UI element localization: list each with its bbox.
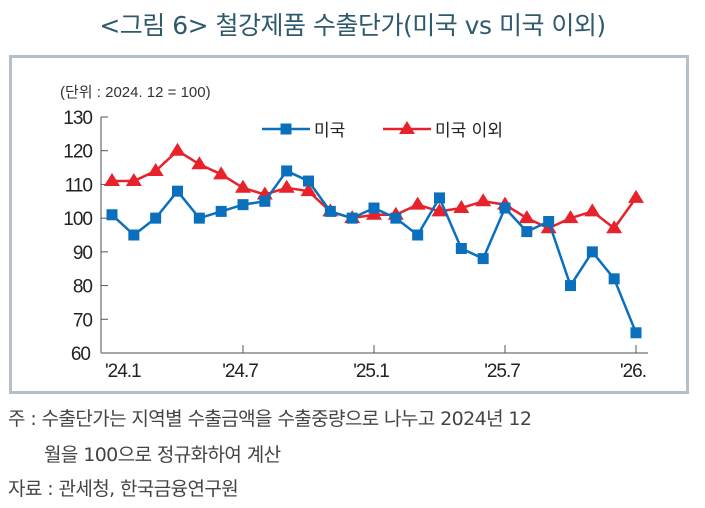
data-point [150, 212, 162, 224]
legend-label: 미국 [314, 121, 345, 141]
legend-marker [399, 121, 415, 134]
data-point [477, 253, 489, 265]
data-point [300, 183, 317, 197]
footnote-line-1: 주 : 수출단가는 지역별 수출금액을 수출중량으로 나누고 2024년 12 [8, 408, 532, 430]
data-point [303, 175, 314, 187]
data-point [215, 205, 227, 217]
chart-title: <그림 6> 철강제품 수출단가(미국 vs 미국 이외) [99, 11, 606, 40]
data-point [147, 162, 164, 176]
x-tick-label: '26. [620, 361, 646, 382]
data-point [409, 196, 426, 210]
data-point [499, 202, 511, 214]
x-tick-label: '25.1 [353, 361, 389, 382]
data-point [278, 179, 295, 193]
data-point [521, 226, 533, 238]
data-point [543, 216, 555, 228]
data-point [584, 203, 601, 217]
data-point [431, 203, 448, 217]
legend-item-us: 미국 [262, 121, 345, 141]
data-point [193, 212, 205, 224]
y-tick-label: 70 [73, 310, 93, 331]
y-tick-label: 100 [63, 209, 92, 230]
data-point [453, 200, 470, 214]
data-point [281, 165, 293, 177]
x-tick-label: '25.7 [484, 361, 520, 382]
data-point [586, 246, 598, 258]
series-non-us [104, 142, 644, 234]
source-note: 자료 : 관세청, 한국금융연구원 [8, 478, 239, 500]
data-point [562, 210, 579, 224]
data-point [172, 185, 183, 197]
data-point [368, 202, 380, 214]
x-tick-label: '24.1 [105, 361, 141, 382]
data-point [237, 199, 249, 211]
y-tick-label: 60 [71, 344, 91, 365]
data-point [630, 327, 642, 339]
footnote-line-2: 월을 100으로 정규화하여 계산 [44, 444, 281, 466]
data-point [324, 205, 336, 217]
data-point [213, 166, 230, 180]
data-point [412, 229, 424, 241]
data-point [628, 189, 644, 203]
data-point [608, 273, 620, 285]
data-point [125, 173, 142, 187]
legend-label: 미국 이외 [435, 121, 503, 141]
y-tick-label: 80 [73, 277, 93, 298]
data-point [606, 220, 623, 234]
data-point [104, 173, 120, 187]
legend-item-non-us: 미국 이외 [383, 121, 503, 141]
line-chart: (단위 : 2024. 12 = 100) 60 70 80 90 100 110 120 1… [60, 84, 648, 382]
series-line [111, 169, 638, 334]
y-tick-label: 110 [65, 175, 93, 196]
data-point [390, 212, 402, 224]
y-tick-label: 130 [63, 108, 92, 129]
x-tick-label: '24.7 [222, 361, 258, 382]
data-point [434, 192, 445, 204]
data-point [346, 212, 358, 224]
y-tick-label: 90 [73, 243, 93, 264]
series-us [106, 165, 642, 339]
data-point [455, 242, 467, 254]
data-point [106, 209, 118, 221]
data-point [475, 193, 492, 207]
data-point [565, 280, 576, 292]
data-point [128, 229, 140, 241]
data-point [191, 156, 208, 170]
data-point [259, 195, 271, 207]
unit-label: (단위 : 2024. 12 = 100) [60, 84, 211, 101]
data-point [169, 142, 186, 156]
y-tick-label: 120 [63, 142, 92, 163]
data-point [518, 210, 535, 224]
data-point [235, 179, 251, 193]
legend-marker [280, 123, 292, 135]
